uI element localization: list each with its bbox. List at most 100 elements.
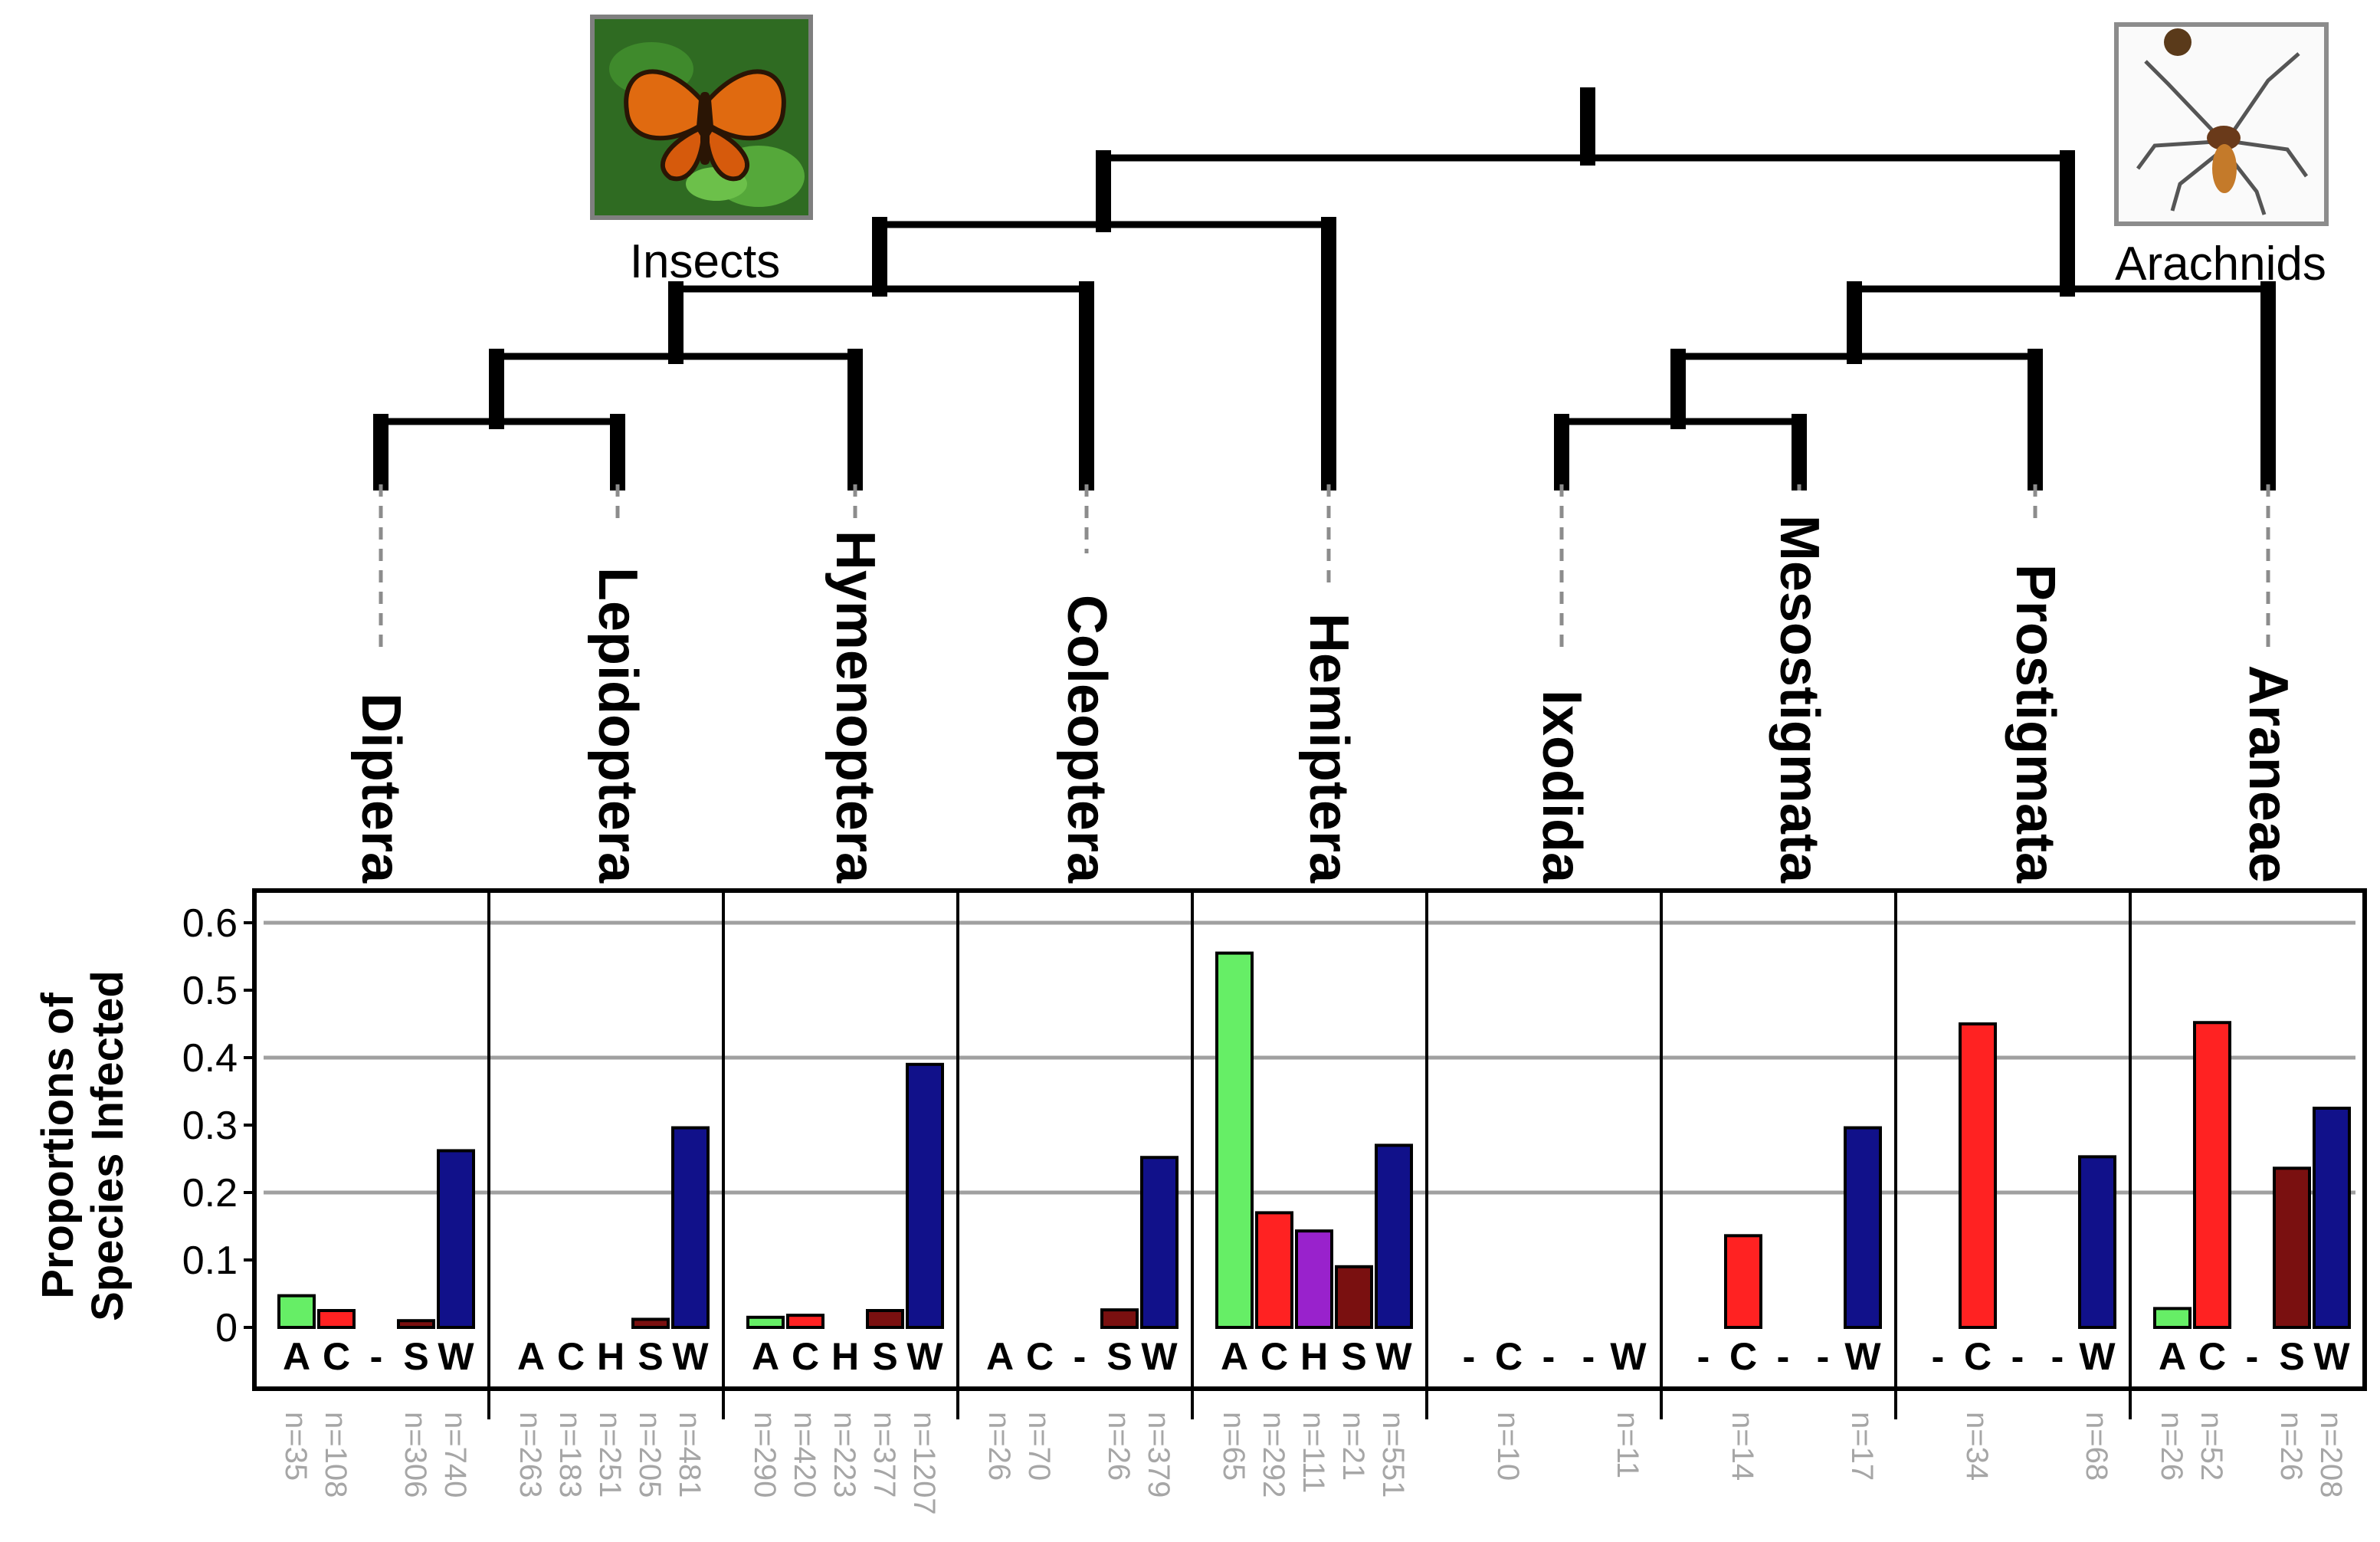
bars <box>277 951 2351 1330</box>
sample-size-label: n=740 <box>438 1412 472 1498</box>
order-label-hymenoptera: Hymenoptera <box>824 530 886 884</box>
sample-size-labels: n=35 n=108 n=306 n=740 n=263 n=183 n=251 n=205 n… <box>279 1412 2348 1515</box>
sample-size-label: n=34 <box>1960 1412 1994 1481</box>
butterfly-photo <box>590 15 813 220</box>
category-label: C <box>2198 1335 2226 1378</box>
category-label: C <box>1495 1335 1523 1378</box>
sample-size-label: n=26 <box>1102 1412 1136 1481</box>
order-label-araneae: Araneae <box>2237 665 2299 883</box>
sample-size-label: n=17 <box>1845 1412 1879 1481</box>
category-label: C <box>1026 1335 1054 1378</box>
y-axis-label-line1: Proportions of <box>33 992 83 1299</box>
sample-size-label: n=21 <box>1336 1412 1370 1481</box>
plot-frame <box>252 888 2367 1391</box>
spider-photo <box>2114 22 2329 226</box>
y-tick-label: 0.5 <box>182 969 238 1013</box>
sample-size-label: n=35 <box>279 1412 313 1481</box>
sample-size-label: n=292 <box>1257 1412 1290 1498</box>
arachnids-label: Arachnids <box>2115 238 2326 290</box>
bar-araneae-s <box>2273 1166 2311 1329</box>
phylogenetic-tree <box>373 87 2276 490</box>
sample-size-label: n=208 <box>2314 1412 2348 1498</box>
sample-size-label: n=14 <box>1726 1412 1759 1481</box>
bar-prostigmata-c <box>1959 1022 1997 1329</box>
sample-size-label: n=223 <box>828 1412 861 1498</box>
y-tick-label: 0.1 <box>182 1239 238 1283</box>
category-label: - <box>1542 1335 1556 1378</box>
bar-hymenoptera-c <box>786 1314 824 1330</box>
y-axis: 0 0.1 0.2 0.3 0.4 0.5 0.6 <box>182 901 254 1350</box>
sample-size-label: n=420 <box>788 1412 821 1498</box>
category-label: - <box>1777 1335 1790 1378</box>
sample-size-label: n=65 <box>1217 1412 1251 1481</box>
sample-size-label: n=26 <box>2274 1412 2308 1481</box>
sample-size-label: n=26 <box>982 1412 1016 1481</box>
sample-size-label: n=205 <box>633 1412 667 1498</box>
category-label: W <box>1141 1335 1178 1378</box>
category-label: H <box>597 1335 625 1378</box>
y-tick-label: 0.6 <box>182 901 238 946</box>
sample-size-label: n=52 <box>2195 1412 2228 1481</box>
category-label: W <box>1610 1335 1647 1378</box>
insects-label: Insects <box>630 235 780 288</box>
order-label-lepidoptera: Lepidoptera <box>587 567 648 884</box>
category-label: - <box>2246 1335 2259 1378</box>
sample-size-label: n=306 <box>398 1412 432 1498</box>
sample-size-label: n=1207 <box>907 1412 941 1515</box>
order-label-ixodida: Ixodida <box>1531 690 1592 884</box>
bar-lepidoptera-w <box>671 1126 710 1330</box>
category-label: A <box>517 1335 545 1378</box>
bar-hemiptera-c <box>1255 1211 1293 1330</box>
category-label: - <box>1932 1335 1945 1378</box>
bar-coleoptera-w <box>1140 1156 1179 1329</box>
category-label: C <box>1729 1335 1757 1378</box>
bar-mesostigmata-w <box>1844 1126 1882 1330</box>
category-label: C <box>792 1335 819 1378</box>
bar-hemiptera-s <box>1335 1265 1373 1330</box>
sample-size-label: n=551 <box>1376 1412 1410 1498</box>
category-label: A <box>986 1335 1014 1378</box>
sample-size-label: n=377 <box>867 1412 901 1498</box>
sample-size-label: n=481 <box>673 1412 706 1498</box>
order-label-mesostigmata: Mesostigmata <box>1769 515 1830 884</box>
bar-lepidoptera-s <box>631 1317 670 1329</box>
sample-size-label: n=26 <box>2155 1412 2188 1481</box>
category-label: S <box>638 1335 663 1378</box>
bar-hymenoptera-a <box>746 1315 785 1330</box>
bar-diptera-c <box>317 1309 356 1329</box>
bar-araneae-c <box>2193 1021 2231 1329</box>
category-label: - <box>1074 1335 1087 1378</box>
bar-araneae-a <box>2153 1307 2192 1329</box>
bar-hymenoptera-w <box>906 1062 944 1330</box>
category-label: A <box>2159 1335 2186 1378</box>
category-label: H <box>831 1335 859 1378</box>
category-label: A <box>752 1335 779 1378</box>
category-label: - <box>1697 1335 1710 1378</box>
bar-prostigmata-w <box>2078 1155 2116 1329</box>
panel-dividers <box>487 891 2132 1419</box>
category-label: - <box>1817 1335 1830 1378</box>
category-label: - <box>2011 1335 2024 1378</box>
sample-size-label: n=10 <box>1491 1412 1525 1481</box>
bar-hemiptera-a <box>1215 951 1254 1329</box>
sample-size-label: n=108 <box>319 1412 352 1498</box>
category-label: - <box>1463 1335 1476 1378</box>
bar-hemiptera-h <box>1295 1229 1333 1330</box>
category-label: A <box>283 1335 310 1378</box>
category-label: W <box>2079 1335 2116 1378</box>
category-label: C <box>323 1335 350 1378</box>
category-label: W <box>2313 1335 2350 1378</box>
bar-hymenoptera-s <box>866 1309 904 1329</box>
category-label: S <box>2279 1335 2304 1378</box>
category-label: C <box>1260 1335 1288 1378</box>
sample-size-label: n=379 <box>1142 1412 1175 1498</box>
y-tick-label: 0 <box>215 1306 238 1350</box>
sample-size-label: n=263 <box>513 1412 547 1498</box>
y-tick-label: 0.2 <box>182 1171 238 1216</box>
category-label: - <box>370 1335 383 1378</box>
y-tick-label: 0.4 <box>182 1036 238 1081</box>
bar-coleoptera-s <box>1100 1308 1139 1329</box>
